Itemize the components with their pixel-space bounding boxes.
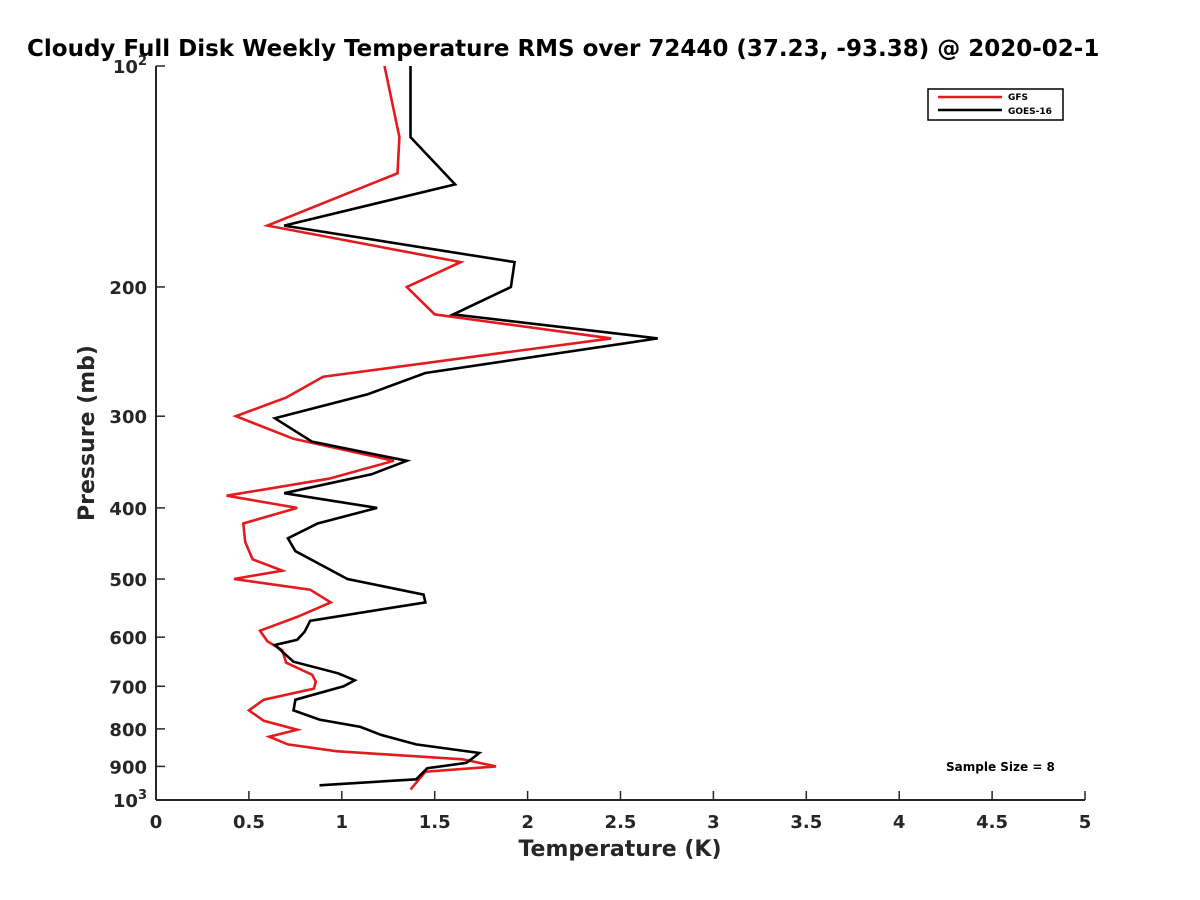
y-tick-label: 900 [109,757,147,778]
y-tick-label: 500 [109,570,147,591]
x-tick-label: 3 [707,812,720,833]
y-ticks: 102 200 300 400 500 600 700 800 900 103 [109,54,165,812]
legend: GFS GOES-16 [927,88,1064,121]
y-tick-label: 102 [113,54,147,78]
x-tick-label: 4 [893,812,906,833]
x-tick-label: 2.5 [605,812,637,833]
x-axis-label: Temperature (K) [518,837,721,862]
chart-title: Cloudy Full Disk Weekly Temperature RMS … [27,36,1099,62]
y-tick-label: 103 [113,788,147,812]
x-tick-label: 5 [1079,812,1092,833]
x-tick-label: 3.5 [790,812,822,833]
y-tick-label: 700 [109,677,147,698]
y-tick-label: 400 [109,499,147,520]
series-line-gfs [226,65,612,791]
y-tick-label: 800 [109,720,147,741]
y-tick-label: 300 [109,407,147,428]
legend-label-gfs: GFS [1008,93,1028,103]
y-tick-label: 600 [109,628,147,649]
x-tick-label: 2 [521,812,534,833]
x-tick-label: 1 [336,812,349,833]
sample-size-annotation: Sample Size = 8 [946,760,1055,774]
series-layer [226,65,658,791]
y-tick-label: 200 [109,278,147,299]
x-tick-label: 0.5 [233,812,265,833]
x-tick-label: 0 [150,812,163,833]
series-line-goes16 [271,66,658,787]
legend-box [927,88,1064,121]
x-ticks: 0 0.5 1 1.5 2 2.5 3 3.5 4 4.5 5 [150,791,1092,833]
y-axis-label: Pressure (mb) [75,345,100,521]
x-tick-label: 4.5 [976,812,1008,833]
x-tick-label: 1.5 [419,812,451,833]
legend-label-goes16: GOES-16 [1008,107,1052,117]
